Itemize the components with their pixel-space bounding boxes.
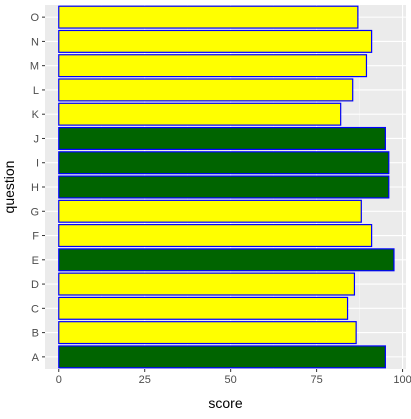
- bar-F: [58, 224, 373, 248]
- bar-D: [58, 272, 356, 296]
- bars: [58, 5, 395, 369]
- x-axis: 0 25 50 75 100: [56, 369, 411, 386]
- x-tick-label: 75: [310, 374, 322, 386]
- bar-H: [58, 175, 390, 199]
- y-tick-label: L: [33, 85, 39, 97]
- y-tick-label: E: [32, 255, 39, 267]
- bar-N: [58, 29, 373, 53]
- bar-L: [58, 78, 354, 102]
- bar-G: [58, 199, 362, 223]
- bar-I: [58, 151, 390, 175]
- bar-C: [58, 296, 349, 320]
- y-tick-label: J: [34, 133, 40, 145]
- x-axis-title: score: [208, 395, 242, 411]
- bar-J: [58, 126, 386, 150]
- bar-O: [58, 5, 359, 29]
- y-tick-label: M: [30, 61, 39, 73]
- y-tick-label: G: [30, 206, 39, 218]
- y-tick-label: O: [30, 12, 39, 24]
- y-tick-label: H: [31, 182, 39, 194]
- x-tick-label: 50: [225, 374, 237, 386]
- x-tick-label: 25: [139, 374, 151, 386]
- bar-K: [58, 102, 342, 126]
- y-tick-label: N: [31, 36, 39, 48]
- y-axis-title: question: [1, 161, 17, 214]
- bar-A: [58, 345, 386, 369]
- y-tick-label: D: [31, 279, 39, 291]
- bar-M: [58, 54, 368, 78]
- y-tick-label: I: [36, 158, 39, 170]
- y-tick-label: B: [32, 328, 39, 340]
- y-tick-label: A: [32, 352, 40, 364]
- y-tick-label: K: [32, 109, 40, 121]
- x-tick-label: 0: [56, 374, 62, 386]
- y-tick-label: C: [31, 303, 39, 315]
- bar-B: [58, 321, 357, 345]
- x-tick-label: 100: [393, 374, 411, 386]
- bar-E: [58, 248, 395, 272]
- y-tick-label: F: [32, 231, 39, 243]
